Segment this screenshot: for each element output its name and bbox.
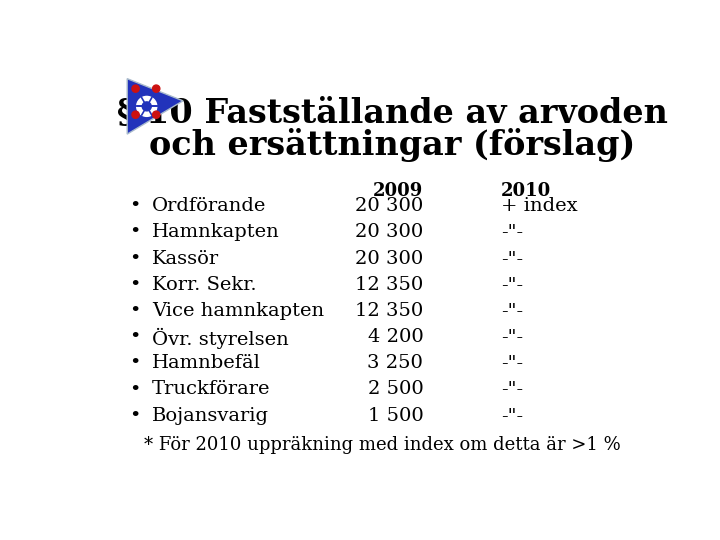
Circle shape bbox=[153, 111, 160, 118]
Text: 12 350: 12 350 bbox=[355, 276, 423, 294]
Text: •: • bbox=[130, 249, 140, 268]
Text: •: • bbox=[130, 302, 140, 320]
Text: Ordförande: Ordförande bbox=[152, 197, 266, 215]
Text: 2009: 2009 bbox=[373, 182, 423, 200]
Text: •: • bbox=[130, 197, 140, 215]
Text: Bojansvarig: Bojansvarig bbox=[152, 407, 269, 424]
Text: Hamnkapten: Hamnkapten bbox=[152, 224, 280, 241]
Circle shape bbox=[132, 85, 139, 92]
Text: •: • bbox=[130, 276, 140, 294]
Text: 20 300: 20 300 bbox=[355, 224, 423, 241]
Text: -"-: -"- bbox=[500, 276, 523, 294]
Text: Hamnbefäl: Hamnbefäl bbox=[152, 354, 261, 372]
Text: •: • bbox=[130, 328, 140, 346]
Text: •: • bbox=[130, 407, 140, 424]
Text: Truckförare: Truckförare bbox=[152, 381, 271, 399]
Text: och ersättningar (förslag): och ersättningar (förslag) bbox=[149, 128, 635, 162]
Text: -"-: -"- bbox=[500, 224, 523, 241]
Text: 4 200: 4 200 bbox=[367, 328, 423, 346]
Text: 1 500: 1 500 bbox=[367, 407, 423, 424]
Circle shape bbox=[137, 97, 157, 116]
Text: § 10 Fastställande av arvoden: § 10 Fastställande av arvoden bbox=[117, 97, 667, 130]
Text: Korr. Sekr.: Korr. Sekr. bbox=[152, 276, 256, 294]
Text: * För 2010 uppräkning med index om detta är >1 %: * För 2010 uppräkning med index om detta… bbox=[144, 436, 621, 454]
Text: Kassör: Kassör bbox=[152, 249, 219, 268]
Text: -"-: -"- bbox=[500, 328, 523, 346]
Text: •: • bbox=[130, 224, 140, 241]
Text: -"-: -"- bbox=[500, 407, 523, 424]
Circle shape bbox=[143, 102, 151, 111]
Circle shape bbox=[132, 111, 139, 118]
Text: •: • bbox=[130, 381, 140, 399]
Text: 12 350: 12 350 bbox=[355, 302, 423, 320]
Text: -"-: -"- bbox=[500, 381, 523, 399]
Polygon shape bbox=[127, 79, 183, 134]
Text: + index: + index bbox=[500, 197, 577, 215]
Text: 3 250: 3 250 bbox=[367, 354, 423, 372]
Text: Vice hamnkapten: Vice hamnkapten bbox=[152, 302, 324, 320]
Text: -"-: -"- bbox=[500, 302, 523, 320]
Circle shape bbox=[153, 85, 160, 92]
Text: 2010: 2010 bbox=[500, 182, 551, 200]
Text: 2 500: 2 500 bbox=[367, 381, 423, 399]
Text: •: • bbox=[130, 354, 140, 372]
Text: -"-: -"- bbox=[500, 354, 523, 372]
Text: 20 300: 20 300 bbox=[355, 249, 423, 268]
Text: 20 300: 20 300 bbox=[355, 197, 423, 215]
Text: -"-: -"- bbox=[500, 249, 523, 268]
Text: Övr. styrelsen: Övr. styrelsen bbox=[152, 328, 289, 349]
